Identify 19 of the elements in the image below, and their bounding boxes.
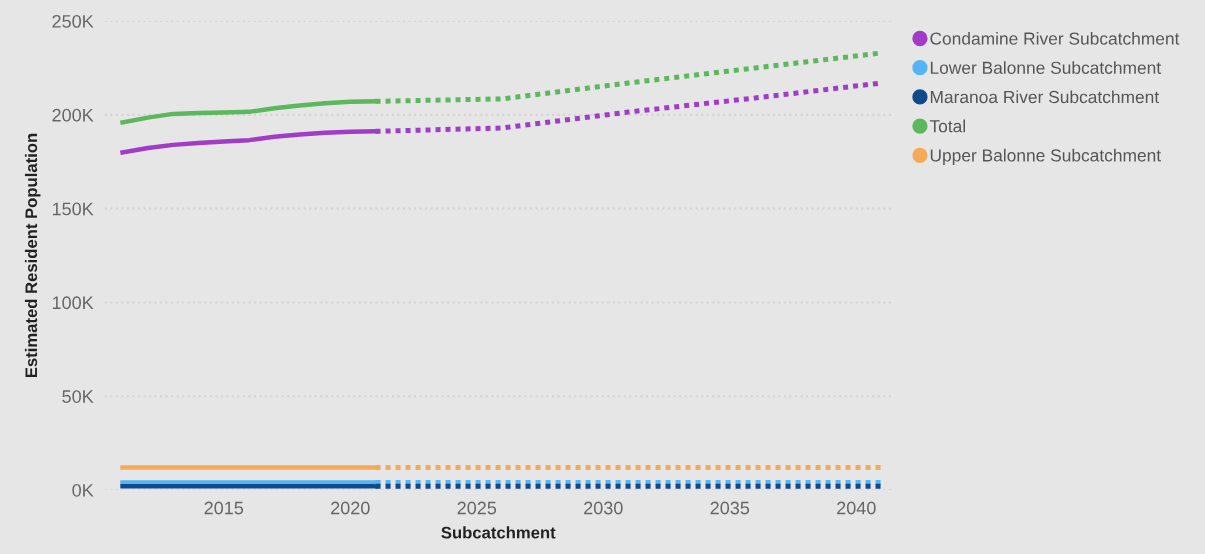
x-tick-label: 2040 xyxy=(837,501,876,515)
y-tick-label: 0K xyxy=(72,483,94,497)
legend-label: Total xyxy=(929,119,965,133)
y-tick-label: 200K xyxy=(52,108,94,122)
x-tick-label: 2030 xyxy=(584,501,623,515)
x-axis-title: Subcatchment xyxy=(441,526,556,539)
x-tick-label: 2015 xyxy=(204,501,244,515)
x-tick-label: 2020 xyxy=(331,501,370,515)
y-tick-label: 50K xyxy=(62,390,94,403)
legend-label: Condamine River Subcatchment xyxy=(930,31,1180,45)
legend-label: Maranoa River Subcatchment xyxy=(930,90,1160,104)
x-tick-label: 2025 xyxy=(457,501,497,515)
y-axis-title: Estimated Resident Population xyxy=(24,133,41,378)
x-tick-label: 2035 xyxy=(710,501,750,515)
y-tick-label: 150K xyxy=(52,202,94,216)
legend-label: Lower Balonne Subcatchment xyxy=(930,61,1161,74)
y-tick-label: 250K xyxy=(52,14,94,28)
legend-label: Upper Balonne Subcatchment xyxy=(930,148,1161,165)
y-tick-label: 100K xyxy=(52,296,94,310)
